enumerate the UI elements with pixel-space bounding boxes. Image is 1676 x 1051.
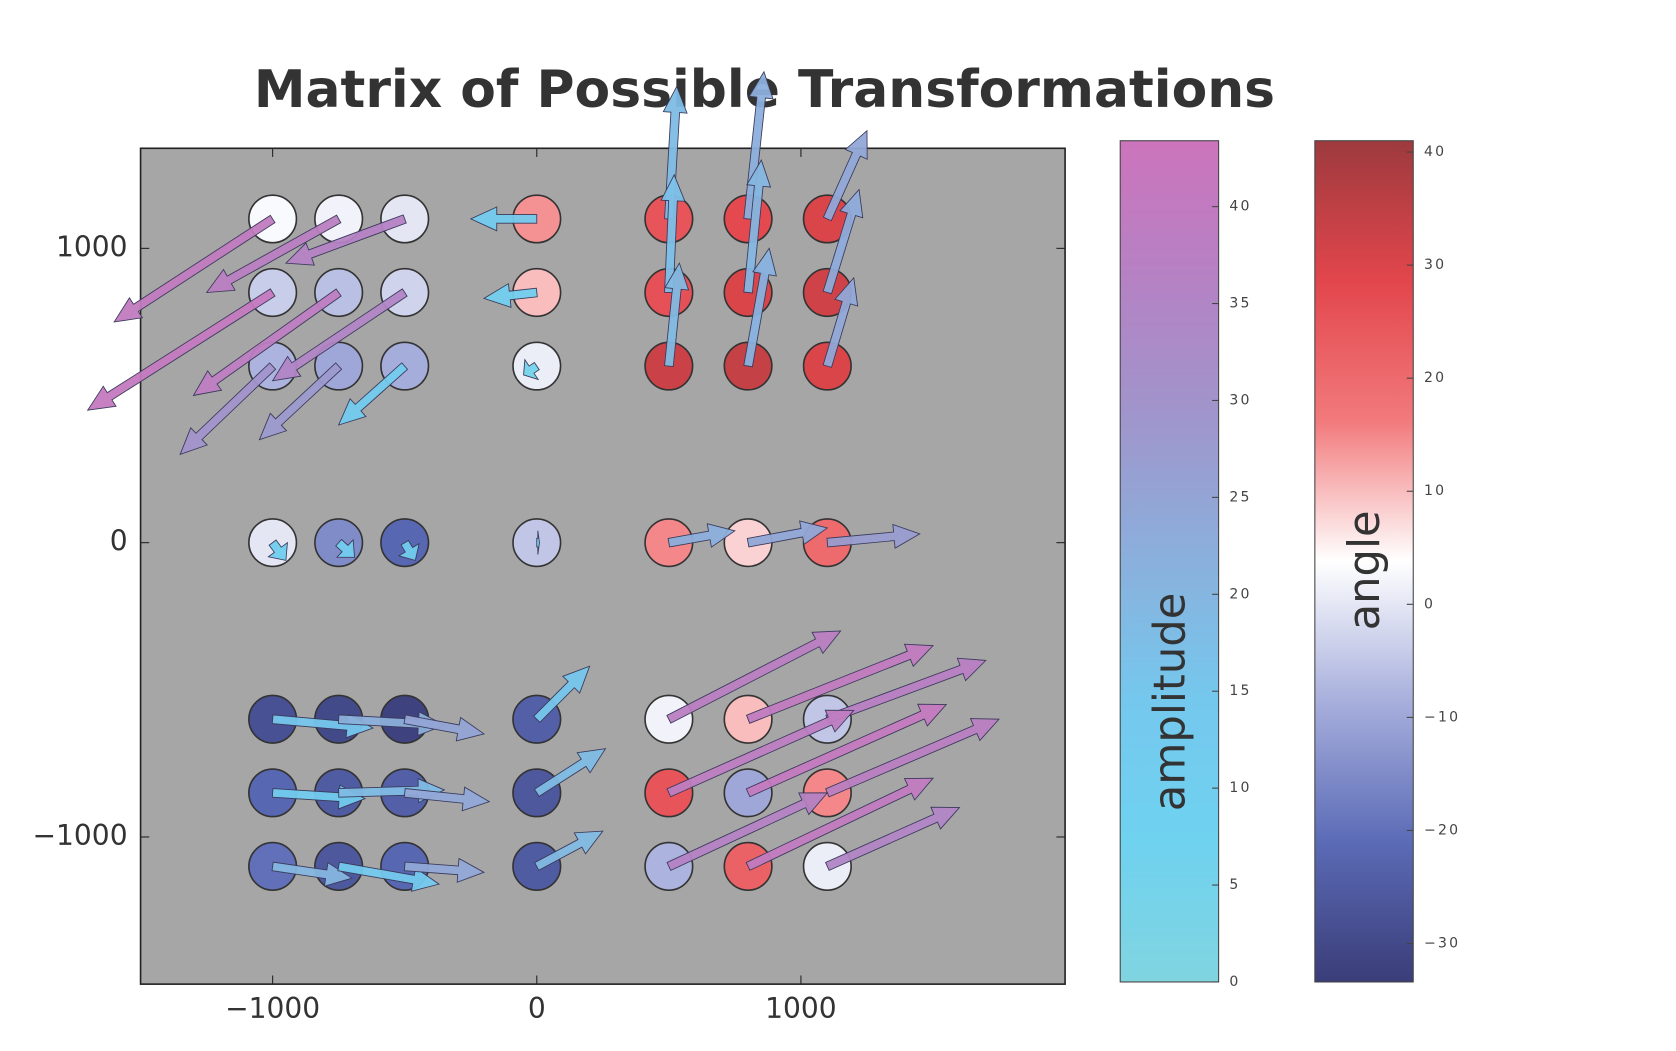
arrow [822,188,864,295]
arrow [271,288,408,382]
arrow [660,173,686,294]
colorbar-tick-label: 15 [1229,683,1251,699]
y-tick-label: 0 [110,525,128,558]
arrow [536,530,540,555]
arrow [534,830,604,871]
y-tick-label: 1000 [56,230,128,263]
arrow [743,159,772,294]
colorbar [1119,140,1220,983]
arrow [667,523,736,548]
arrow [825,657,987,724]
arrow [664,262,690,367]
colorbar-tick-label: −30 [1424,936,1460,952]
colorbar-tick-label: 40 [1229,199,1251,215]
arrow [533,665,591,723]
arrow [482,282,538,308]
arrow [523,358,540,381]
colorbar-tick-label: 0 [1229,974,1240,990]
arrow [258,362,343,441]
colorbar-tick-label: 20 [1229,586,1251,602]
arrow [822,276,859,368]
arrow [205,214,342,294]
arrow [267,539,288,561]
arrow [335,538,356,558]
arrow [745,643,935,724]
colorbar-tick-label: 30 [1229,392,1251,408]
arrow [743,247,777,368]
arrow [403,786,491,812]
arrow [86,288,276,411]
arrow [113,214,276,323]
arrow [745,703,948,798]
x-tick-label: 0 [528,992,546,1025]
arrow [666,792,829,871]
colorbar-tick-label: 25 [1229,489,1251,505]
colorbar-tick-label: 40 [1424,144,1446,160]
colorbar-tick-label: 0 [1424,596,1435,612]
colorbar-label: amplitude [1146,593,1196,812]
x-tick-label: 1000 [765,992,837,1025]
arrow [179,362,277,456]
arrow [826,523,921,549]
arrow [666,630,842,724]
colorbar-tick-label: −20 [1424,822,1460,838]
colorbar-tick-label: −10 [1424,709,1460,725]
arrow [337,861,441,892]
colorbar-tick-label: 30 [1424,257,1446,273]
arrow [403,714,486,742]
arrow [397,539,420,561]
arrow [337,711,446,737]
arrow [533,748,607,798]
colorbar-tick-label: 35 [1229,296,1251,312]
colorbar-tick-label: 10 [1424,483,1446,499]
arrow [403,857,486,883]
colorbar-label: angle [1340,510,1390,630]
arrow [822,129,868,222]
colorbar-tick-label: 20 [1424,370,1446,386]
colorbar-tick-label: 5 [1229,877,1240,893]
y-tick-label: −1000 [32,819,127,852]
arrow [469,206,538,232]
arrow [825,718,1000,798]
arrow [337,362,409,426]
x-tick-label: −1000 [225,992,320,1025]
colorbar [1314,140,1414,983]
arrows [86,70,1000,892]
colorbar-tick-label: 10 [1229,780,1251,796]
arrow [746,520,829,548]
arrow [745,777,934,871]
arrow [824,806,961,871]
arrow [666,709,855,798]
arrow [192,288,342,397]
arrow [284,214,407,266]
